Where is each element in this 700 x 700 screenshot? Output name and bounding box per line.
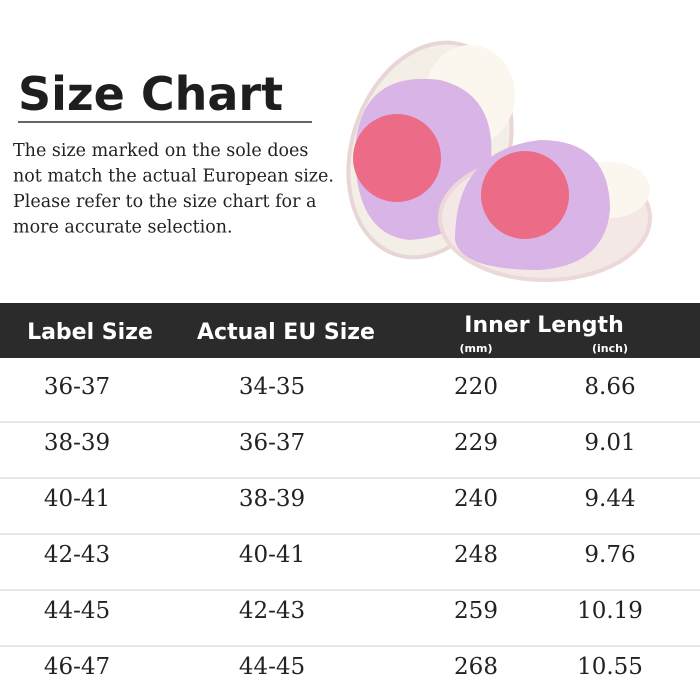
table-cell: 248	[454, 542, 498, 568]
table-cell: 9.76	[584, 542, 635, 568]
table-cell: 44-45	[239, 654, 305, 680]
column-subheader: (mm)	[460, 342, 493, 355]
table-cell: 10.55	[577, 654, 643, 680]
table-cell: 42-43	[44, 542, 110, 568]
description-line: not match the actual European size.	[13, 167, 334, 187]
table-cell: 9.01	[584, 430, 635, 456]
table-cell: 259	[454, 598, 498, 624]
table-cell: 38-39	[239, 486, 305, 512]
slippers	[346, 40, 652, 282]
column-header: Actual EU Size	[197, 320, 375, 345]
table-cell: 36-37	[44, 374, 110, 400]
description-line: The size marked on the sole does	[13, 141, 308, 161]
description-line: Please refer to the size chart for a	[13, 192, 316, 212]
table-cell: 40-41	[239, 542, 305, 568]
table-cell: 34-35	[239, 374, 305, 400]
title: Size Chart	[18, 67, 283, 121]
table-cell: 8.66	[584, 374, 635, 400]
description-line: more accurate selection.	[13, 218, 233, 238]
table-cell: 220	[454, 374, 498, 400]
table-cell: 10.19	[577, 598, 643, 624]
table-cell: 36-37	[239, 430, 305, 456]
table-cell: 229	[454, 430, 498, 456]
column-header: Label Size	[27, 320, 153, 345]
column-header: Inner Length	[464, 313, 623, 338]
table-cell: 38-39	[44, 430, 110, 456]
table-body: 36-37 34-35 220 8.66 38-39 36-37 229 9.01 40-41 3…	[0, 374, 700, 680]
column-subheader: (inch)	[592, 342, 628, 355]
table-cell: 9.44	[584, 486, 635, 512]
table-header-band	[0, 303, 700, 358]
smiley	[481, 151, 569, 239]
table-cell: 44-45	[44, 598, 110, 624]
smiley	[353, 114, 441, 202]
table-cell: 40-41	[44, 486, 110, 512]
table-cell: 268	[454, 654, 498, 680]
table-cell: 240	[454, 486, 498, 512]
table-cell: 46-47	[44, 654, 110, 680]
table-cell: 42-43	[239, 598, 305, 624]
description: The size marked on the sole does not matc…	[13, 141, 334, 238]
